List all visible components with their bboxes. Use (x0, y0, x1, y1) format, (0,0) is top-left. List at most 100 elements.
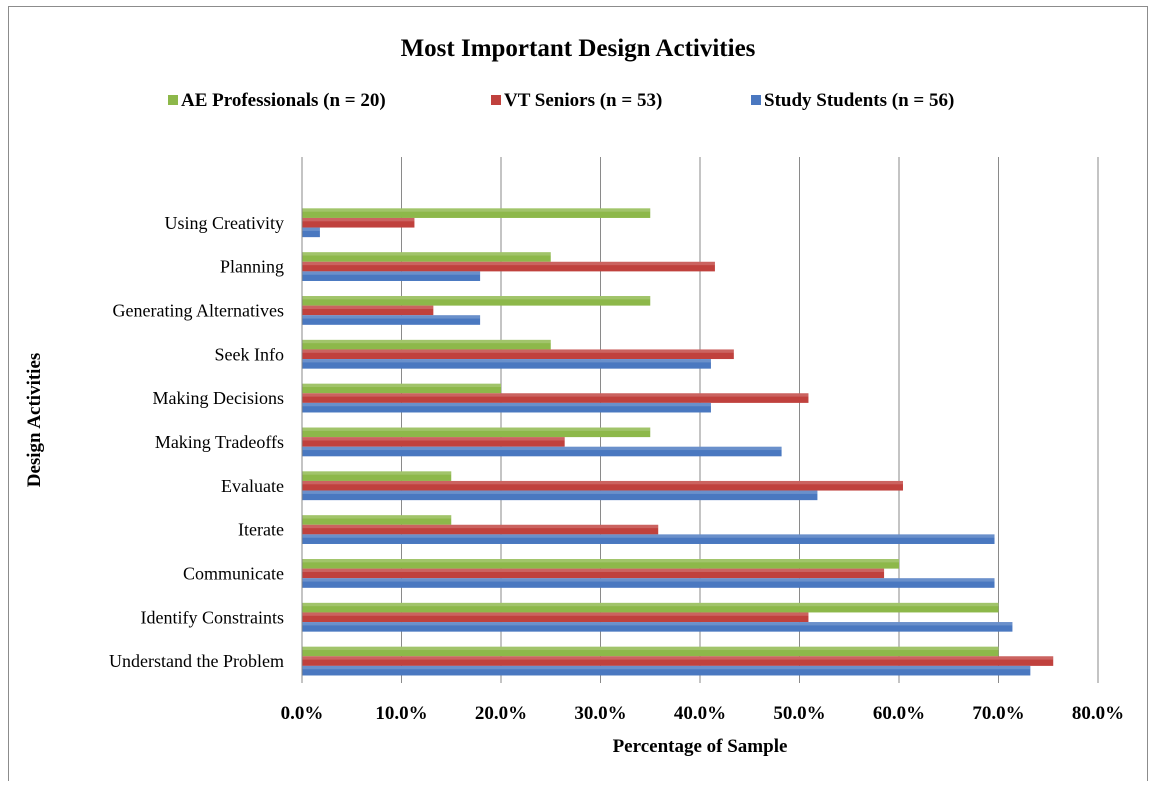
bar-study-students (302, 446, 782, 457)
bar-study-students (302, 578, 995, 588)
category-label: Making Decisions (153, 388, 284, 408)
bar-vt-seniors (302, 393, 809, 403)
bar-highlight (302, 446, 782, 451)
legend-label: Study Students (n = 56) (764, 90, 954, 111)
bar-highlight (302, 559, 899, 563)
category-label: Generating Alternatives (113, 300, 284, 320)
x-tick-label: 70.0% (972, 703, 1024, 724)
x-tick-label: 20.0% (475, 703, 527, 724)
x-tick-label: 10.0% (375, 703, 427, 724)
bar-vt-seniors (302, 612, 809, 623)
x-tick-label: 60.0% (873, 703, 925, 724)
bar-highlight (302, 515, 452, 519)
bar-ae-professionals (302, 515, 452, 525)
bar-highlight (302, 490, 818, 494)
bar-highlight (302, 534, 995, 538)
bar-ae-professionals (302, 471, 452, 481)
category-label: Communicate (183, 563, 284, 583)
bar-ae-professionals (302, 427, 651, 438)
bar-highlight (302, 261, 715, 266)
bar-highlight (302, 349, 734, 353)
bar-highlight (302, 612, 809, 616)
bar-highlight (302, 227, 320, 231)
legend-swatch (491, 95, 501, 105)
bar-highlight (302, 305, 434, 309)
bar-highlight (302, 480, 903, 485)
bar-ae-professionals (302, 559, 899, 569)
bar-study-students (302, 227, 320, 238)
x-tick-label: 0.0% (281, 703, 324, 724)
category-label: Identify Constraints (141, 607, 284, 627)
bar-highlight (302, 393, 809, 397)
bar-highlight (302, 271, 481, 275)
legend-label: VT Seniors (n = 53) (504, 90, 662, 111)
bar-highlight (302, 208, 651, 212)
category-label: Planning (220, 257, 284, 277)
bar-study-students (302, 490, 818, 501)
bar-vt-seniors (302, 524, 659, 535)
bar-study-students (302, 359, 711, 369)
bar-ae-professionals (302, 296, 651, 306)
category-labels: Using Creativity Planning Generating Alter… (109, 213, 284, 671)
category-label: Understand the Problem (109, 651, 284, 671)
bar-ae-professionals (302, 602, 999, 613)
bar-highlight (302, 524, 659, 529)
bar-highlight (302, 383, 501, 388)
bar-highlight (302, 656, 1054, 660)
category-label: Evaluate (221, 476, 284, 496)
bar-highlight (302, 359, 711, 363)
gridlines (401, 157, 1099, 683)
bar-ae-professionals (302, 339, 551, 350)
bar-vt-seniors (302, 261, 715, 272)
bar-highlight (302, 568, 885, 572)
bar-highlight (302, 427, 651, 431)
category-label: Using Creativity (165, 213, 285, 233)
bar-vt-seniors (302, 480, 903, 491)
bar-highlight (302, 315, 481, 319)
category-label: Seek Info (215, 344, 284, 364)
bar-highlight (302, 437, 565, 441)
legend-swatch (751, 95, 761, 105)
x-tick-label: 40.0% (674, 703, 726, 724)
bar-study-students (302, 534, 995, 544)
bar-ae-professionals (302, 646, 999, 657)
bar-highlight (302, 339, 551, 344)
bar-vt-seniors (302, 349, 734, 360)
bar-highlight (302, 252, 551, 256)
x-tick-labels: 0.0% 10.0% 20.0% 30.0% 40.0% 50.0% 60.0% 70.0% 8… (281, 703, 1125, 724)
bar-highlight (302, 665, 1031, 670)
x-tick-label: 80.0% (1072, 703, 1124, 724)
bar-ae-professionals (302, 383, 501, 394)
bar-highlight (302, 578, 995, 582)
bar-highlight (302, 296, 651, 300)
legend: AE Professionals (n = 20) VT Seniors (n =… (168, 90, 954, 111)
x-axis-label: Percentage of Sample (613, 736, 788, 757)
x-tick-label: 50.0% (773, 703, 825, 724)
bar-highlight (302, 646, 999, 651)
bar-highlight (302, 602, 999, 607)
chart-title: Most Important Design Activities (401, 35, 756, 62)
bar-ae-professionals (302, 208, 651, 218)
legend-swatch (168, 95, 178, 105)
bars (302, 208, 1054, 676)
bar-vt-seniors (302, 656, 1054, 666)
bar-study-students (302, 665, 1031, 676)
bar-study-students (302, 315, 481, 325)
category-label: Iterate (238, 520, 284, 540)
bar-vt-seniors (302, 305, 434, 316)
legend-label: AE Professionals (n = 20) (181, 90, 386, 111)
bar-highlight (302, 217, 415, 222)
bar-highlight (302, 622, 1013, 626)
bar-vt-seniors (302, 568, 885, 579)
bar-vt-seniors (302, 437, 565, 447)
bar-highlight (302, 471, 452, 475)
bar-study-students (302, 271, 481, 281)
category-label: Making Tradeoffs (155, 432, 284, 452)
bar-ae-professionals (302, 252, 551, 262)
bar-highlight (302, 402, 711, 407)
bar-vt-seniors (302, 217, 415, 228)
x-tick-label: 30.0% (574, 703, 626, 724)
bar-study-students (302, 622, 1013, 632)
y-axis-label: Design Activities (24, 353, 45, 488)
